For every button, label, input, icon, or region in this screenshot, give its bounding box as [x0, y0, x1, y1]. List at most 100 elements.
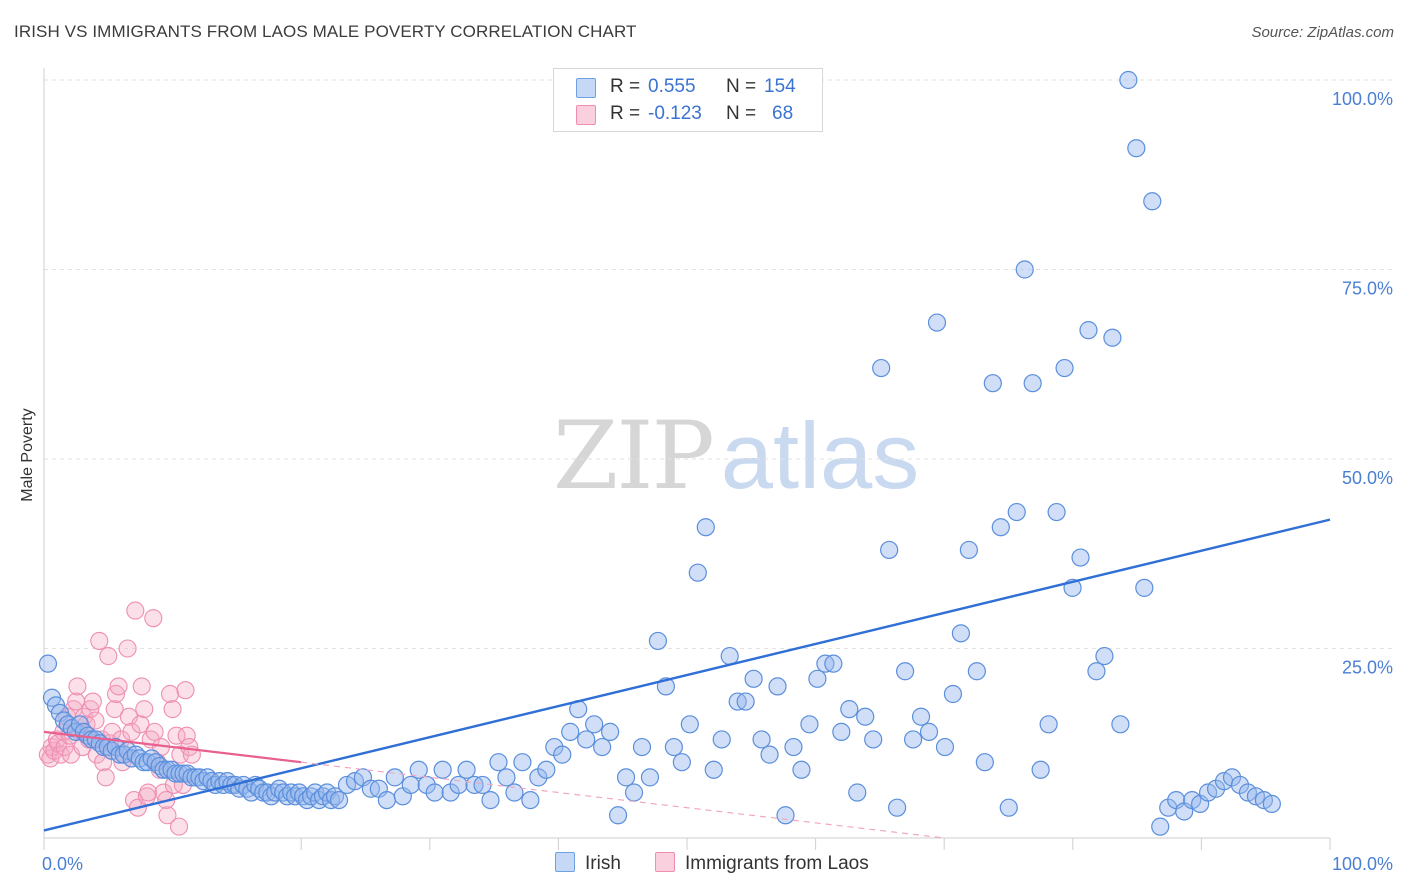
irish-point	[720, 646, 739, 666]
laos-point	[118, 639, 137, 658]
laos-point	[126, 601, 145, 620]
laos-point	[169, 817, 189, 836]
irish-point	[1119, 70, 1138, 90]
irish-point	[497, 768, 516, 787]
irish-point	[991, 518, 1010, 537]
irish-point	[632, 737, 652, 757]
irish-point	[1007, 502, 1026, 522]
legend-r-value: 0.555	[648, 76, 696, 97]
x-tick-label: 100.0%	[1332, 854, 1393, 874]
laos-swatch-icon	[655, 852, 675, 872]
irish-point	[1262, 794, 1281, 813]
irish-point	[640, 768, 660, 787]
legend-row-irish: R = 0.555 N = 154	[554, 73, 822, 101]
irish-point	[688, 563, 707, 582]
irish-point	[616, 768, 636, 787]
irish-point	[1135, 578, 1154, 597]
trend-lines	[43, 518, 1331, 839]
legend-item-laos[interactable]: Immigrants from Laos	[655, 852, 869, 875]
irish-point	[959, 540, 978, 560]
laos-point	[139, 783, 158, 802]
laos-point	[99, 647, 118, 666]
irish-point	[1055, 358, 1074, 378]
legend-label-laos: Immigrants from Laos	[685, 853, 869, 874]
irish-point	[840, 700, 859, 719]
irish-swatch-icon	[576, 78, 596, 98]
irish-point	[489, 753, 508, 772]
irish-point	[903, 730, 923, 749]
irish-point	[864, 730, 883, 749]
laos-point	[160, 684, 180, 704]
irish-point	[385, 768, 404, 787]
irish-point	[704, 760, 723, 779]
irish-point	[409, 760, 428, 779]
irish-point	[919, 722, 939, 741]
correlation-legend: R = 0.555 N = 154 R = -0.123 N = 68	[553, 68, 823, 132]
source-label: Source: ZipAtlas.com	[1251, 24, 1394, 41]
irish-point	[377, 790, 396, 810]
irish-point	[848, 783, 867, 802]
irish-point	[433, 760, 452, 779]
laos-point	[131, 715, 150, 734]
laos-trend-extension	[301, 761, 945, 839]
legend-r-label: R =	[610, 103, 641, 124]
legend-label-irish: Irish	[585, 853, 621, 874]
irish-points	[38, 70, 1281, 836]
irish-point	[832, 722, 851, 741]
irish-point	[680, 715, 699, 734]
irish-point	[473, 775, 492, 795]
watermark-zip: ZIP	[553, 402, 715, 511]
irish-point	[760, 745, 779, 764]
irish-point	[696, 518, 715, 537]
irish-point	[824, 654, 843, 673]
irish-trend-line	[43, 518, 1331, 832]
irish-point	[1023, 374, 1042, 393]
irish-point	[784, 737, 803, 757]
irish-point	[1071, 548, 1090, 567]
laos-point	[109, 677, 128, 696]
irish-point	[449, 775, 468, 795]
irish-point	[608, 806, 628, 825]
irish-point	[736, 692, 755, 711]
laos-trend-line	[43, 730, 302, 764]
irish-point	[967, 662, 986, 681]
laos-points	[38, 601, 201, 836]
irish-point	[672, 753, 691, 772]
laos-point	[135, 700, 154, 719]
laos-point	[167, 726, 186, 745]
irish-point	[38, 654, 58, 673]
laos-point	[176, 681, 195, 700]
laos-point	[96, 768, 115, 787]
irish-point	[1039, 715, 1058, 734]
irish-point	[624, 783, 644, 802]
axes	[43, 68, 1331, 850]
irish-point	[768, 677, 787, 696]
irish-point	[1079, 321, 1098, 340]
laos-point	[144, 609, 163, 628]
irish-point	[513, 753, 532, 772]
irish-point	[776, 806, 795, 825]
irish-point	[553, 745, 572, 764]
x-tick-label: 0.0%	[42, 854, 83, 874]
irish-swatch-icon	[555, 852, 575, 872]
irish-point	[856, 707, 875, 726]
irish-point	[896, 662, 915, 681]
irish-point	[880, 540, 899, 560]
grid-lines	[44, 79, 1392, 649]
irish-point	[951, 624, 971, 643]
irish-point	[561, 722, 580, 741]
irish-point	[1095, 646, 1114, 666]
y-tick-label: 75.0%	[1342, 279, 1393, 299]
irish-point	[800, 715, 819, 734]
irish-point	[943, 684, 963, 704]
legend-row-laos: R = -0.123 N = 68	[554, 100, 822, 128]
y-tick-label: 50.0%	[1342, 468, 1393, 488]
laos-point	[55, 737, 74, 757]
irish-point	[888, 798, 907, 817]
legend-item-irish[interactable]: Irish	[555, 852, 621, 875]
irish-point	[648, 631, 668, 651]
irish-point	[521, 790, 540, 810]
irish-point	[792, 760, 811, 779]
laos-point	[90, 631, 109, 650]
